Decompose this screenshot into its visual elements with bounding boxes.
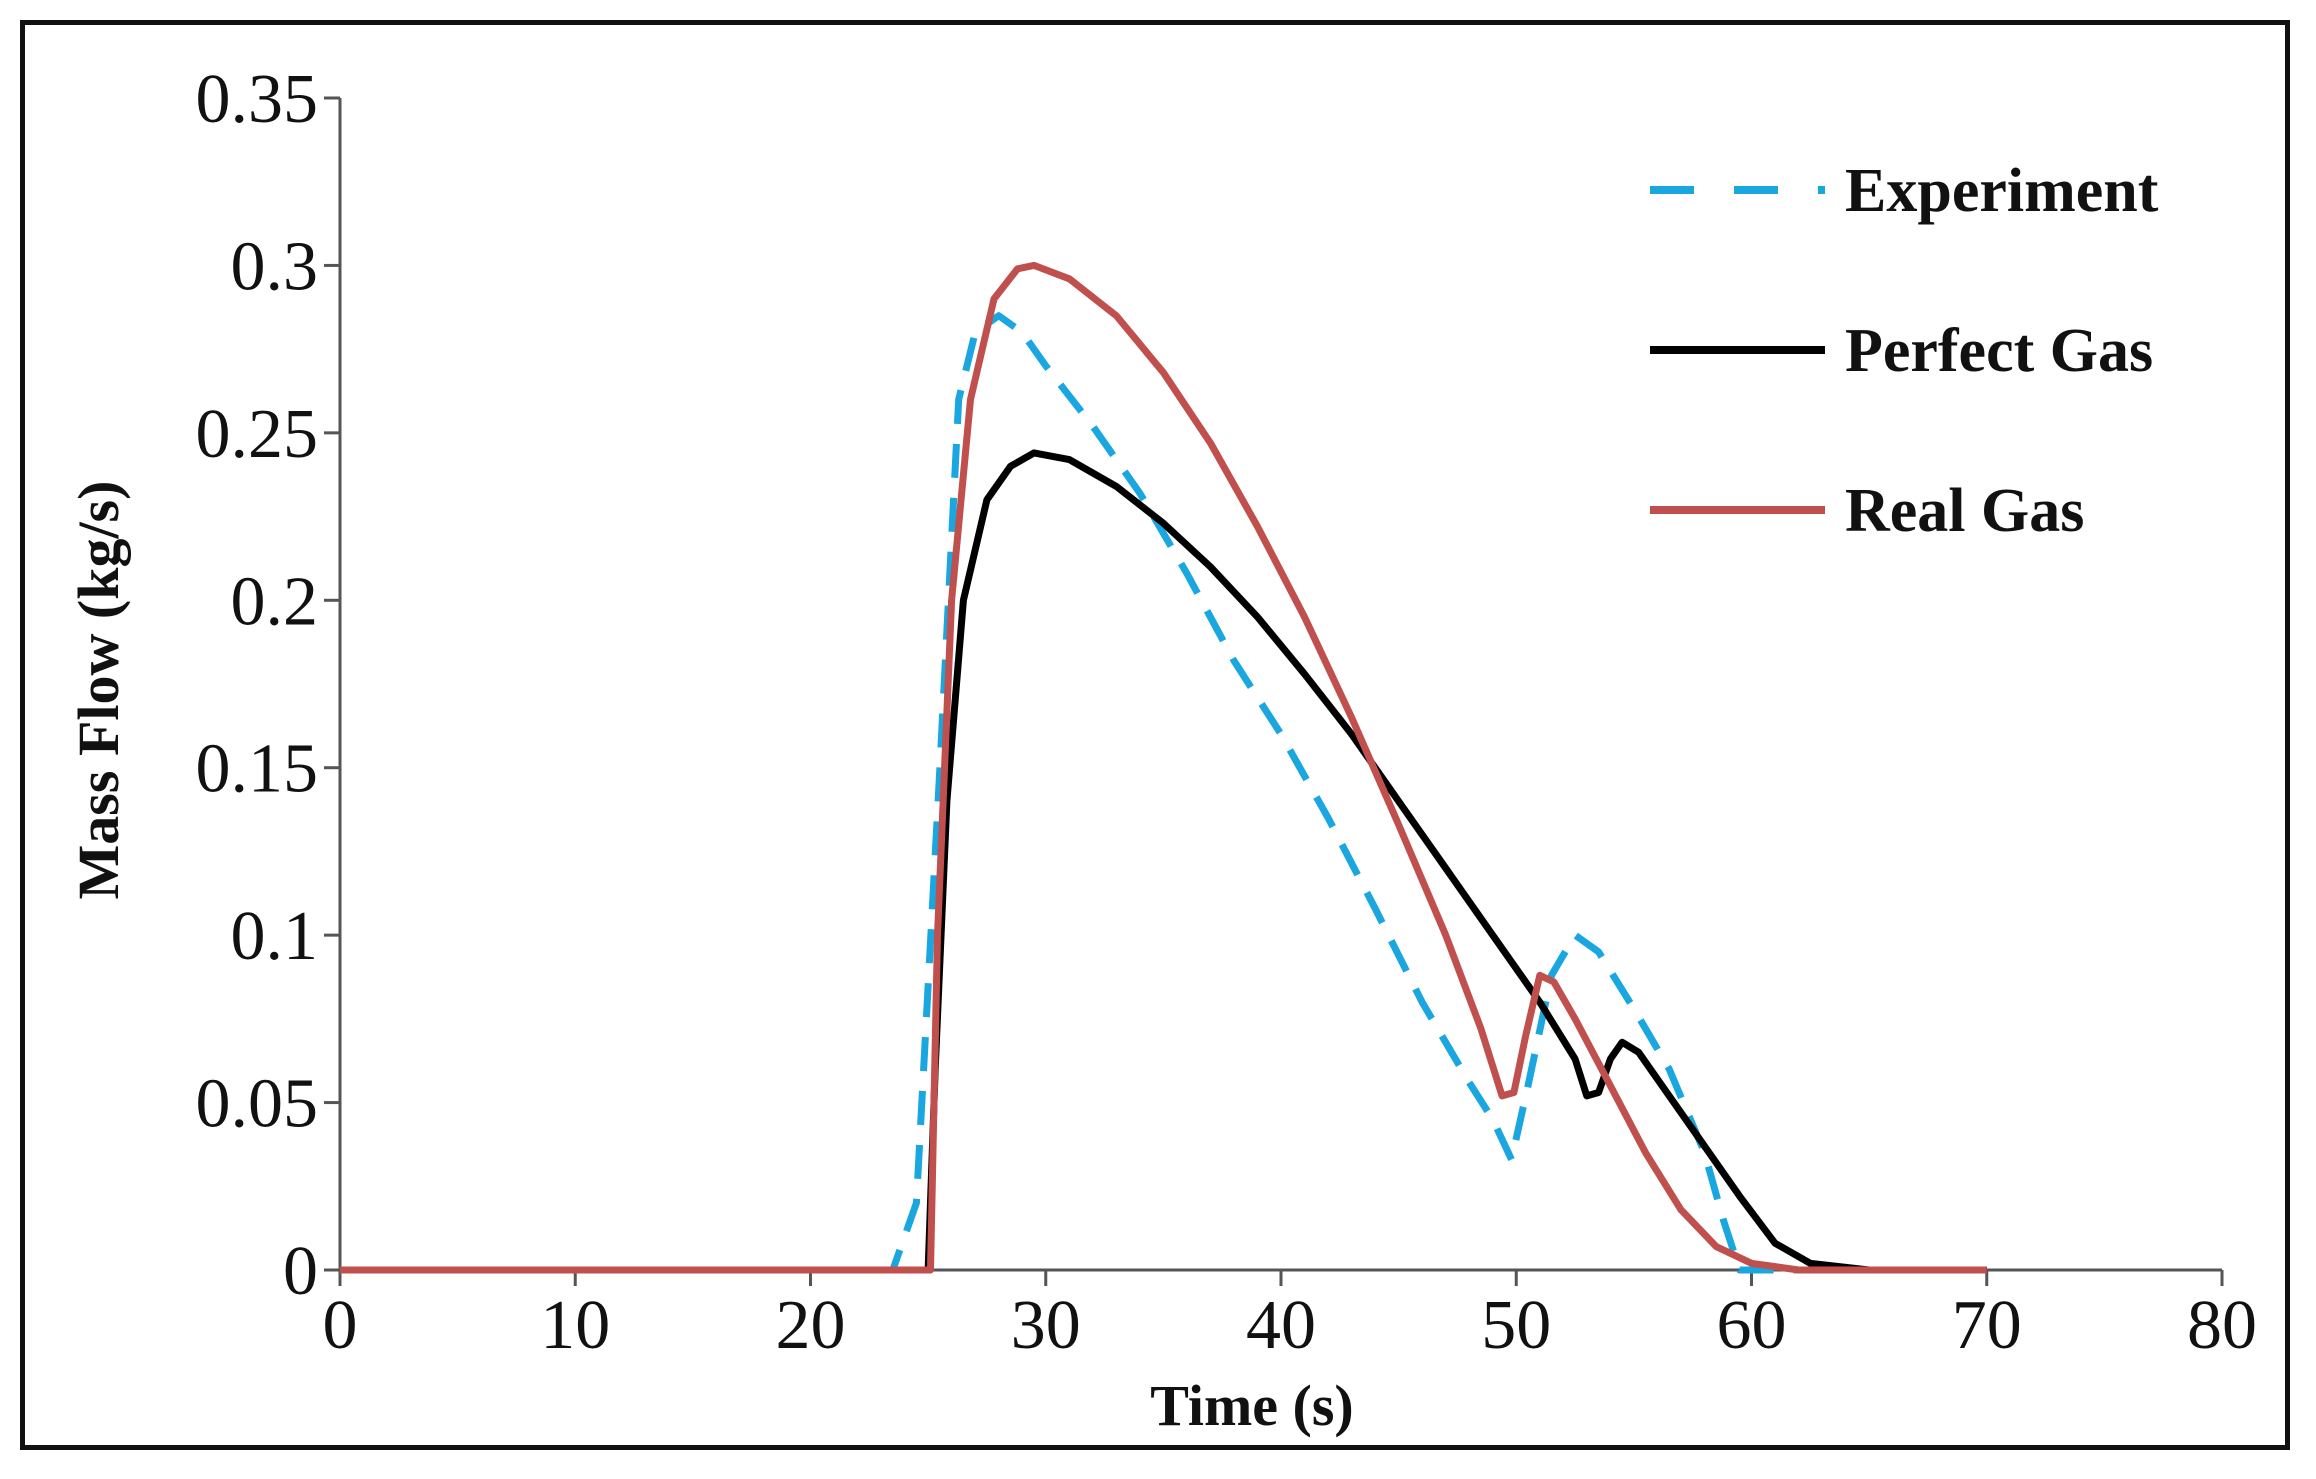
x-tick-label: 10 <box>540 1287 610 1364</box>
y-tick-label: 0 <box>283 1233 318 1310</box>
y-tick-label: 0.15 <box>196 731 319 808</box>
x-tick-label: 60 <box>1717 1287 1787 1364</box>
x-tick-label: 30 <box>1011 1287 1081 1364</box>
y-tick-label: 0.05 <box>196 1066 319 1143</box>
axes: 0 0.05 0.1 0.15 0.2 0.25 0.3 0.35 0 10 20 30 40 50 60 7… <box>196 61 2258 1364</box>
x-tick-label: 80 <box>2187 1287 2257 1364</box>
series-line-real-gas <box>340 261 1987 1274</box>
x-tick-label: 50 <box>1481 1287 1551 1364</box>
legend-label-real-gas: Real Gas <box>1845 477 2084 545</box>
y-tick-label: 0.35 <box>196 61 319 138</box>
y-tick-label: 0.3 <box>231 228 319 305</box>
legend-label-experiment: Experiment <box>1845 157 2159 225</box>
x-tick-label: 0 <box>323 1287 358 1364</box>
legend: Experiment Perfect Gas Real Gas <box>1650 157 2159 545</box>
y-axis-title: Mass Flow (kg/s) <box>66 481 131 900</box>
x-axis-title: Time (s) <box>1150 1373 1354 1438</box>
x-tick-label: 20 <box>776 1287 846 1364</box>
legend-label-perfect-gas: Perfect Gas <box>1845 317 2153 385</box>
y-tick-label: 0.25 <box>196 396 319 473</box>
series-line-experiment <box>340 312 1987 1274</box>
series-layer <box>340 261 1987 1274</box>
x-tick-label: 70 <box>1952 1287 2022 1364</box>
y-tick-label: 0.1 <box>231 898 319 975</box>
x-tick-label: 40 <box>1246 1287 1316 1364</box>
series-line-perfect-gas <box>340 449 1987 1274</box>
chart-frame <box>20 20 2290 1450</box>
y-tick-label: 0.2 <box>231 563 319 640</box>
